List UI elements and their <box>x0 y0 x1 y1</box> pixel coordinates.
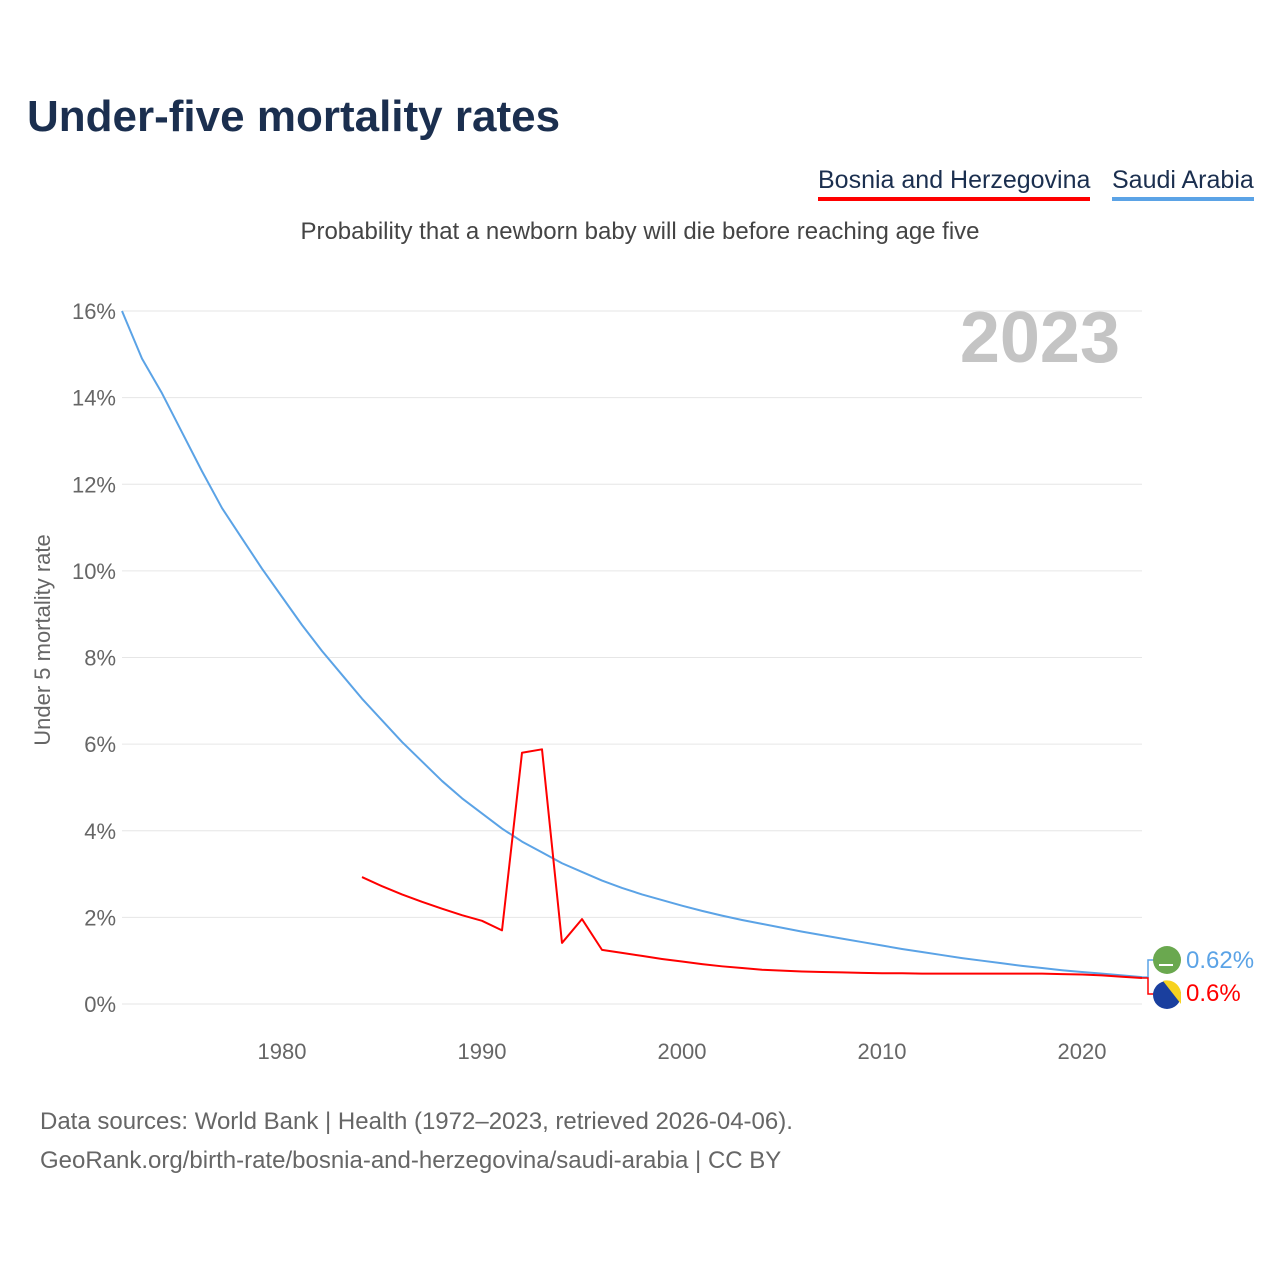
y-tick-label: 16% <box>72 299 116 324</box>
end-label-saudi: 0.62% <box>1186 947 1254 974</box>
y-tick-label: 8% <box>84 646 116 671</box>
y-tick-label: 6% <box>84 732 116 757</box>
source-line-1: Data sources: World Bank | Health (1972–… <box>40 1108 793 1135</box>
y-tick-label: 4% <box>84 819 116 844</box>
x-tick-label: 2020 <box>1058 1039 1107 1064</box>
x-tick-label: 1990 <box>458 1039 507 1064</box>
y-tick-label: 2% <box>84 905 116 930</box>
source-line-2[interactable]: GeoRank.org/birth-rate/bosnia-and-herzeg… <box>40 1147 782 1174</box>
connector-saudi <box>1142 959 1154 978</box>
chart-subtitle: Probability that a newborn baby will die… <box>300 218 980 245</box>
connector-bosnia <box>1142 977 1154 995</box>
y-tick-label: 14% <box>72 386 116 411</box>
x-tick-label: 1980 <box>258 1039 307 1064</box>
x-tick-label: 2010 <box>858 1039 907 1064</box>
y-tick-label: 0% <box>84 992 116 1017</box>
saudi-flag-sword <box>1159 964 1173 966</box>
y-axis-label: Under 5 mortality rate <box>30 534 55 746</box>
y-tick-label: 10% <box>72 559 116 584</box>
y-tick-label: 12% <box>72 472 116 497</box>
legend-bosnia[interactable]: Bosnia and Herzegovina <box>818 166 1091 201</box>
x-tick-label: 2000 <box>658 1039 707 1064</box>
saudi-flag-icon <box>1153 946 1181 974</box>
series-line-saudi-arabia <box>121 310 1143 979</box>
series-line-bosnia <box>361 748 1143 980</box>
bosnia-flag-triangle <box>1163 980 1182 1004</box>
legend-saudi-arabia[interactable]: Saudi Arabia <box>1112 166 1254 201</box>
chart-title: Under-five mortality rates <box>27 92 561 141</box>
year-watermark: 2023 <box>960 298 1120 378</box>
end-label-bosnia: 0.6% <box>1186 980 1241 1007</box>
